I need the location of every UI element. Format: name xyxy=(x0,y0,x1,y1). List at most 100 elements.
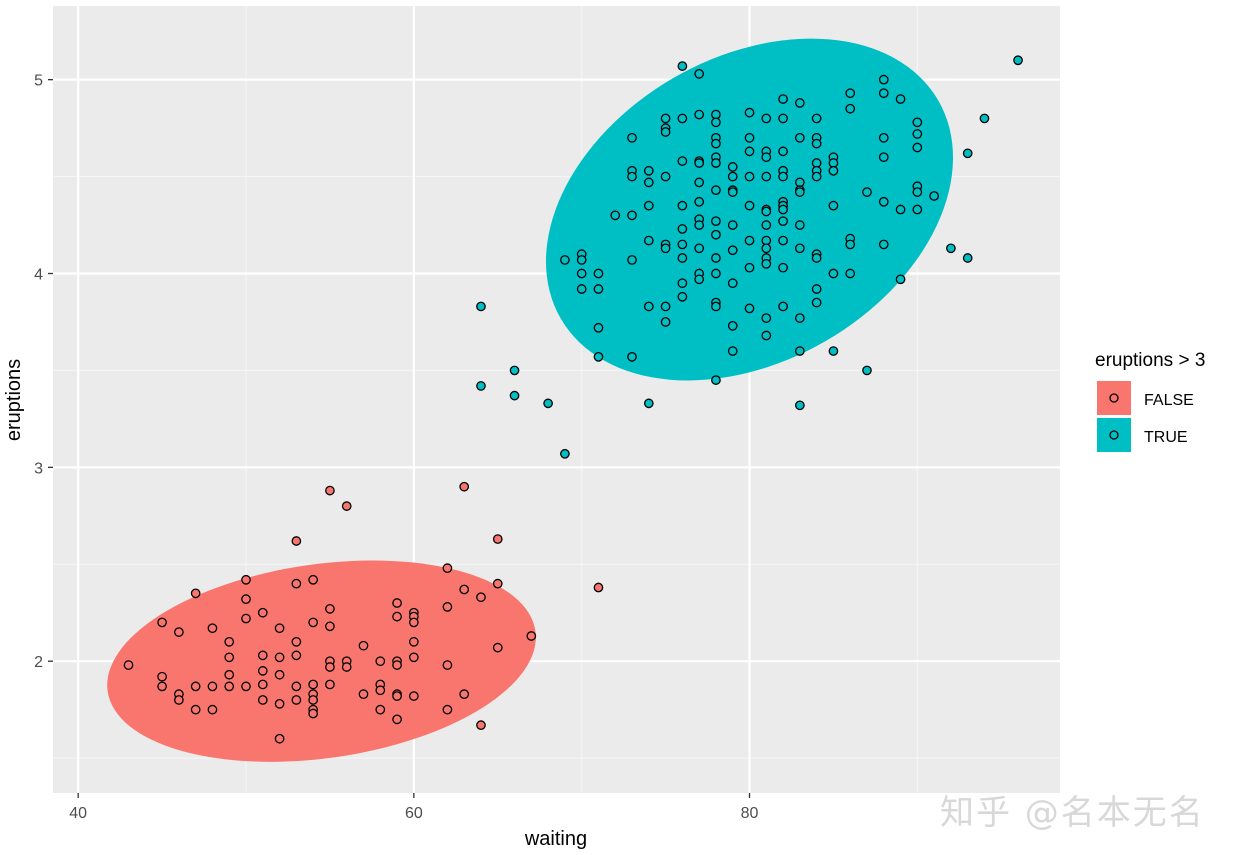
point-true xyxy=(811,171,822,182)
point-false xyxy=(375,656,386,667)
point-false xyxy=(123,660,134,670)
point-false xyxy=(442,660,453,670)
axis-ticks: 40 60 80 2 3 4 5 xyxy=(34,73,758,822)
point-true xyxy=(1013,55,1023,66)
point-true xyxy=(643,165,654,176)
point-true xyxy=(778,262,788,273)
point-true xyxy=(761,330,772,341)
point-false xyxy=(190,588,201,599)
point-false xyxy=(207,704,218,715)
point-false xyxy=(274,669,285,680)
point-false xyxy=(257,666,268,676)
point-true xyxy=(727,187,738,197)
point-false xyxy=(325,662,335,672)
point-true xyxy=(509,365,520,376)
point-true xyxy=(828,268,839,279)
point-true xyxy=(627,210,637,221)
point-true xyxy=(677,224,688,234)
point-false xyxy=(157,617,167,628)
point-false xyxy=(224,681,235,692)
point-true xyxy=(476,301,486,312)
point-true xyxy=(694,177,705,188)
point-false xyxy=(408,617,419,628)
point-true xyxy=(694,274,705,285)
point-true xyxy=(677,253,688,263)
point-true xyxy=(660,171,671,182)
point-true xyxy=(778,171,788,182)
point-true xyxy=(761,171,772,182)
point-true xyxy=(576,255,587,265)
point-false xyxy=(459,689,470,699)
point-false xyxy=(291,636,302,647)
point-false xyxy=(190,704,201,715)
point-true xyxy=(476,381,486,391)
point-true xyxy=(811,113,822,124)
point-false xyxy=(308,695,318,705)
point-true xyxy=(711,229,721,240)
point-true xyxy=(795,187,805,197)
point-true xyxy=(828,200,839,211)
y-tick-label: 3 xyxy=(34,460,43,477)
point-true xyxy=(946,243,956,254)
point-true xyxy=(912,187,923,197)
legend-label-true: TRUE xyxy=(1144,429,1188,446)
point-false xyxy=(526,631,537,641)
point-false xyxy=(174,627,184,637)
point-true xyxy=(761,258,772,269)
point-true xyxy=(912,142,923,153)
point-true xyxy=(694,158,705,168)
point-true xyxy=(795,346,805,356)
point-true xyxy=(862,187,872,197)
x-tick-label: 80 xyxy=(741,805,759,822)
point-true xyxy=(845,239,856,250)
legend-point-false xyxy=(1109,393,1119,403)
points xyxy=(123,55,1023,744)
point-true xyxy=(912,204,923,215)
point-false xyxy=(442,563,453,573)
point-false xyxy=(241,594,251,605)
point-true xyxy=(811,138,822,149)
point-true xyxy=(560,255,570,265)
point-true xyxy=(593,268,604,279)
point-true xyxy=(711,185,721,196)
point-true xyxy=(744,303,755,314)
point-true xyxy=(811,297,822,308)
point-true xyxy=(593,284,604,294)
point-true xyxy=(761,206,772,217)
point-false xyxy=(174,695,184,705)
point-false xyxy=(476,592,486,603)
point-false xyxy=(224,636,235,647)
point-true xyxy=(643,235,654,246)
point-true xyxy=(845,268,856,279)
point-true xyxy=(593,352,604,362)
point-true xyxy=(878,74,889,85)
point-false xyxy=(341,501,352,511)
point-false xyxy=(157,681,167,692)
point-false xyxy=(207,623,218,634)
point-false xyxy=(325,485,335,496)
point-true xyxy=(878,239,889,250)
point-true xyxy=(660,301,671,312)
point-true xyxy=(711,253,721,263)
point-true xyxy=(727,162,738,172)
point-true xyxy=(593,322,604,333)
point-true xyxy=(727,245,738,256)
point-false xyxy=(341,662,352,672)
point-false xyxy=(358,689,369,699)
legend-title: eruptions > 3 xyxy=(1095,350,1205,371)
point-true xyxy=(576,284,587,294)
point-false xyxy=(257,679,268,690)
point-true xyxy=(627,132,637,143)
point-true xyxy=(778,301,788,312)
point-true xyxy=(744,132,755,143)
point-false xyxy=(291,650,302,661)
point-false xyxy=(257,695,268,705)
point-true xyxy=(878,132,889,143)
point-true xyxy=(912,129,923,139)
point-false xyxy=(291,681,302,692)
point-false xyxy=(459,584,470,595)
point-true xyxy=(811,284,822,294)
point-false xyxy=(241,681,251,692)
point-true xyxy=(694,196,705,207)
y-tick-label: 4 xyxy=(34,267,43,284)
